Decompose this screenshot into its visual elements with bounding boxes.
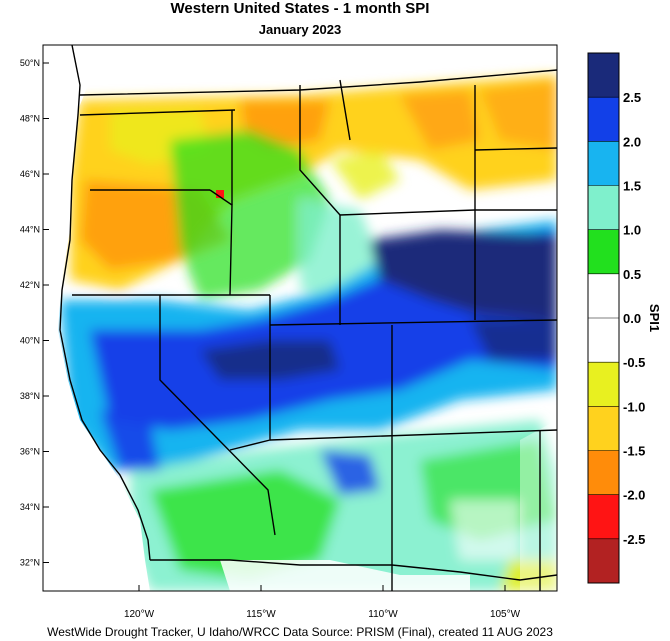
colorbar-tick-label: -2.5 [623,532,645,547]
colorbar-tick-label: 2.0 [623,134,641,149]
map-title: Western United States - 1 month SPI [170,0,430,17]
state-boundaries [72,79,557,591]
canada-border [79,69,557,96]
lat-label: 32°N [20,558,40,568]
colorbar-tick-label: -1.0 [623,399,645,414]
colorbar-bin [588,406,619,451]
colorbar-tick-label: -2.0 [623,488,645,503]
lon-label: 110°W [368,609,398,620]
lat-label: 38°N [20,391,40,401]
colorbar: 2.5 2.0 1.5 1.0 0.5 0.0 -0.5 -1.0 -1.5 -2.0 -2.5 [587,52,645,584]
lat-label: 44°N [20,225,40,235]
lon-label: 105°W [490,609,521,620]
colorbar-bin [588,318,619,363]
colorbar-bin [588,362,619,407]
data-source-footer: WestWide Drought Tracker, U Idaho/WRCC D… [47,625,553,639]
lat-label: 36°N [20,447,40,457]
lat-label: 46°N [20,169,40,179]
colorbar-tick-label: 1.0 [623,223,641,238]
colorbar-bin [588,97,619,142]
colorbar-bin [588,229,619,274]
colorbar-tick-label: 0.0 [623,311,641,326]
lon-label: 115°W [246,609,276,620]
colorbar-bin [588,273,619,318]
lat-label: 40°N [20,336,40,346]
map-subtitle: January 2023 [258,22,342,37]
lon-label: 120°W [124,609,155,620]
colorbar-tick-label: -1.5 [623,444,645,459]
lat-label: 50°N [20,58,40,68]
colorbar-bin [588,53,619,98]
lat-label: 48°N [20,114,40,124]
drought-spot [216,190,224,198]
colorbar-tick-label: 1.5 [623,179,641,194]
mexico-border [150,559,557,581]
latitude-axis: 50°N 48°N 46°N 44°N 42°N 40°N 38°N 36°N 34°N 32°N [20,58,49,568]
colorbar-bin [588,450,619,495]
spi-field [43,45,557,591]
lat-label: 34°N [20,502,40,512]
colorbar-label: SPI1 [647,304,662,332]
colorbar-bin [588,185,619,230]
colorbar-tick-label: 0.5 [623,267,641,282]
coastline [59,45,151,561]
colorbar-bin [588,538,619,583]
colorbar-tick-label: -0.5 [623,355,645,370]
lat-label: 42°N [20,280,40,290]
map-frame [42,44,558,592]
longitude-axis: 120°W 115°W 110°W 105°W [124,585,521,620]
colorbar-bin [588,494,619,539]
colorbar-tick-label: 2.5 [623,90,641,105]
colorbar-bin [588,141,619,186]
